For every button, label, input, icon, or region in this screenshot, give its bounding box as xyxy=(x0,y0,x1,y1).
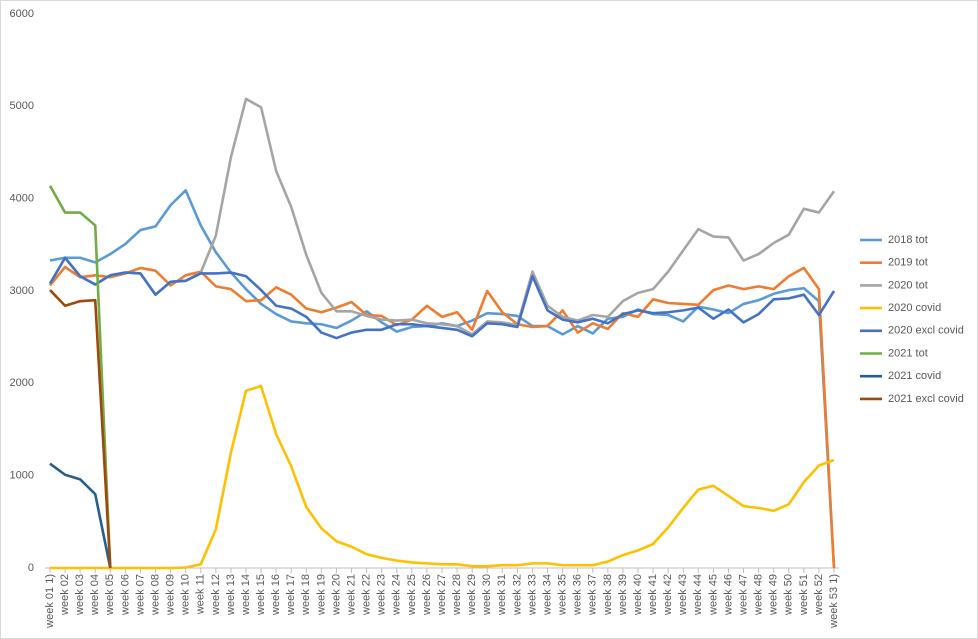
legend-label: 2021 tot xyxy=(888,347,928,359)
x-tick-label: week 22 xyxy=(361,574,373,616)
x-tick-label: week 09 xyxy=(165,574,177,616)
x-tick-label: week 05 xyxy=(104,574,116,616)
x-tick-label: week 53 1) xyxy=(828,574,840,629)
x-tick-label: week 02 xyxy=(59,574,71,616)
series-line xyxy=(49,289,112,569)
x-tick-label: week 25 xyxy=(406,574,418,616)
x-tick-label: week 01 1) xyxy=(44,574,56,629)
x-tick-label: week 20 xyxy=(330,574,342,616)
x-tick-label: week 11 xyxy=(195,574,207,615)
legend-label: 2018 tot xyxy=(888,234,928,246)
x-tick-label: week 04 xyxy=(89,574,101,616)
x-tick-label: week 39 xyxy=(617,574,629,616)
x-tick-label: week 33 xyxy=(526,574,538,616)
x-tick-label: week 07 xyxy=(134,574,146,616)
y-tick-label: 5000 xyxy=(10,100,34,112)
x-tick-label: week 42 xyxy=(662,574,674,616)
x-tick-label: week 24 xyxy=(391,574,403,616)
x-tick-label: week 13 xyxy=(225,574,237,616)
x-tick-label: week 45 xyxy=(707,574,719,616)
x-tick-label: week 29 xyxy=(466,574,478,616)
series-line xyxy=(48,256,836,340)
y-tick-label: 3000 xyxy=(10,285,34,297)
x-tick-label: week 52 xyxy=(813,574,825,616)
y-tick-label: 0 xyxy=(28,562,34,574)
x-tick-label: week 21 xyxy=(345,574,357,616)
x-tick-label: week 10 xyxy=(180,574,192,616)
series-line xyxy=(50,384,835,570)
y-tick-label: 1000 xyxy=(10,470,34,482)
y-tick-label: 2000 xyxy=(10,377,34,389)
series-line xyxy=(49,462,112,569)
legend-label: 2020 covid xyxy=(888,302,941,314)
x-tick-label: week 17 xyxy=(285,574,297,616)
x-tick-label: week 36 xyxy=(572,574,584,616)
legend-label: 2020 excl covid xyxy=(888,325,964,337)
x-tick-label: week 47 xyxy=(737,574,749,616)
x-tick-label: week 27 xyxy=(436,574,448,616)
x-tick-label: week 38 xyxy=(602,574,614,616)
x-tick-label: week 06 xyxy=(119,574,131,616)
x-tick-label: week 15 xyxy=(255,574,267,616)
x-tick-label: week 19 xyxy=(315,574,327,616)
legend-label: 2021 excl covid xyxy=(888,393,964,405)
x-tick-label: week 16 xyxy=(270,574,282,616)
x-tick-label: week 49 xyxy=(768,574,780,616)
x-tick-label: week 37 xyxy=(587,574,599,616)
x-tick-label: week 41 xyxy=(647,574,659,616)
x-tick-label: week 40 xyxy=(632,574,644,616)
x-tick-label: week 12 xyxy=(210,574,222,616)
x-tick-label: week 31 xyxy=(496,574,508,616)
x-tick-label: week 26 xyxy=(421,574,433,616)
x-tick-label: week 03 xyxy=(74,574,86,616)
x-tick-label: week 14 xyxy=(240,574,252,616)
x-tick-label: week 50 xyxy=(783,574,795,616)
y-tick-label: 6000 xyxy=(10,8,34,20)
x-tick-label: week 35 xyxy=(557,574,569,616)
x-tick-label: week 32 xyxy=(511,574,523,616)
x-tick-label: week 08 xyxy=(149,574,161,616)
x-tick-label: week 44 xyxy=(692,574,704,616)
x-tick-label: week 43 xyxy=(677,574,689,616)
x-tick-label: week 18 xyxy=(300,574,312,616)
x-tick-label: week 28 xyxy=(451,574,463,616)
y-tick-label: 4000 xyxy=(10,193,34,205)
series-line xyxy=(48,265,836,569)
x-tick-label: week 51 xyxy=(798,574,810,616)
x-tick-label: week 30 xyxy=(481,574,493,616)
x-tick-label: week 48 xyxy=(753,574,765,616)
x-tick-label: week 23 xyxy=(376,574,388,616)
legend-label: 2020 tot xyxy=(888,279,928,291)
legend-label: 2021 covid xyxy=(888,370,941,382)
series-line xyxy=(48,185,112,569)
x-tick-label: week 34 xyxy=(541,574,553,616)
x-tick-label: week 46 xyxy=(722,574,734,616)
legend-label: 2019 tot xyxy=(888,257,928,269)
